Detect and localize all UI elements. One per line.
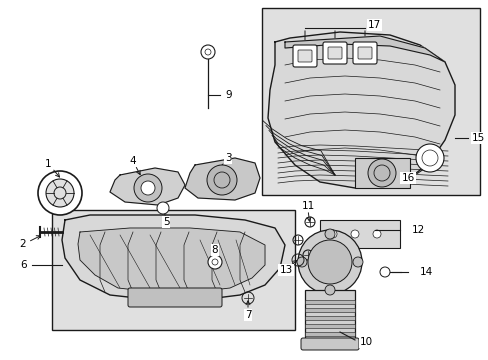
Circle shape: [38, 171, 82, 215]
Circle shape: [141, 181, 155, 195]
Circle shape: [206, 165, 237, 195]
Bar: [305, 308, 354, 312]
FancyBboxPatch shape: [327, 47, 341, 59]
Circle shape: [297, 230, 361, 294]
FancyBboxPatch shape: [352, 42, 376, 64]
Circle shape: [296, 257, 306, 267]
Circle shape: [307, 240, 351, 284]
FancyBboxPatch shape: [297, 50, 311, 62]
Text: 17: 17: [367, 20, 381, 30]
Circle shape: [372, 230, 380, 238]
FancyBboxPatch shape: [323, 42, 346, 64]
Text: 7: 7: [244, 310, 251, 320]
FancyBboxPatch shape: [301, 338, 358, 350]
Bar: [319, 220, 399, 248]
Polygon shape: [110, 168, 184, 205]
Circle shape: [46, 179, 74, 207]
Circle shape: [415, 144, 443, 172]
Circle shape: [207, 255, 222, 269]
Text: 12: 12: [411, 225, 425, 235]
Circle shape: [328, 230, 336, 238]
Polygon shape: [78, 228, 264, 292]
Text: 9: 9: [224, 90, 231, 100]
FancyBboxPatch shape: [357, 47, 371, 59]
Text: 13: 13: [279, 265, 292, 275]
Text: 8: 8: [211, 245, 218, 255]
Text: 3: 3: [224, 153, 231, 163]
Bar: [305, 300, 354, 304]
Polygon shape: [184, 158, 260, 200]
Polygon shape: [62, 215, 285, 300]
Bar: [52, 210, 294, 330]
Text: 2: 2: [20, 239, 26, 249]
Bar: [305, 332, 354, 336]
Text: 14: 14: [419, 267, 432, 277]
Circle shape: [367, 159, 395, 187]
Bar: [305, 316, 354, 320]
Circle shape: [352, 257, 362, 267]
Circle shape: [325, 285, 334, 295]
Bar: [262, 8, 479, 195]
Text: 16: 16: [401, 173, 414, 183]
Text: 1: 1: [44, 159, 51, 169]
Text: 6: 6: [20, 260, 27, 270]
Text: 4: 4: [129, 156, 136, 166]
Text: 15: 15: [471, 133, 484, 143]
FancyBboxPatch shape: [128, 288, 222, 307]
Circle shape: [350, 230, 358, 238]
Bar: [305, 324, 354, 328]
Bar: [305, 290, 354, 345]
Polygon shape: [267, 32, 454, 188]
Circle shape: [201, 45, 215, 59]
Circle shape: [325, 229, 334, 239]
Circle shape: [134, 174, 162, 202]
Text: 11: 11: [301, 201, 314, 211]
Text: 5: 5: [163, 217, 169, 227]
FancyBboxPatch shape: [292, 45, 316, 67]
Text: 10: 10: [359, 337, 372, 347]
Polygon shape: [285, 36, 444, 62]
Circle shape: [157, 202, 169, 214]
Bar: [354, 158, 409, 188]
